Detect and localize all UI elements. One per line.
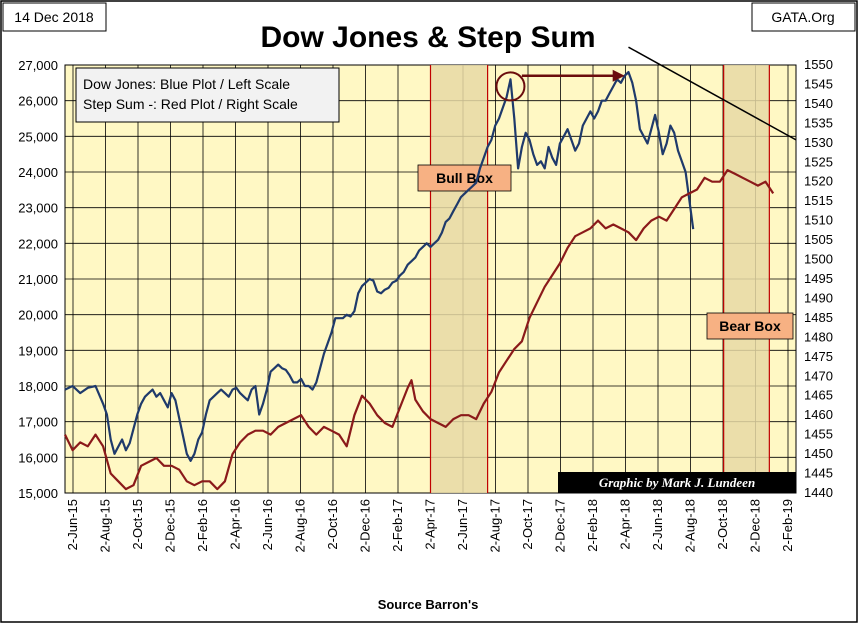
y-right-tick-label: 1495 — [804, 271, 833, 286]
y-left-tick-label: 26,000 — [18, 94, 58, 109]
box-label-bg — [706, 312, 794, 340]
y-right-tick-label: 1490 — [804, 290, 833, 305]
y-right-tick-label: 1530 — [804, 135, 833, 150]
x-tick-label: 2-Dec-17 — [553, 499, 568, 552]
x-tick-label: 2-Apr-18 — [618, 499, 633, 550]
y-right-tick-label: 1440 — [804, 485, 833, 500]
x-tick-label: 2-Aug-17 — [488, 499, 503, 552]
x-tick-label: 2-Aug-18 — [683, 499, 698, 552]
y-right-tick-label: 1455 — [804, 427, 833, 442]
x-tick-label: 2-Aug-15 — [98, 499, 113, 552]
y-right-tick-label: 1535 — [804, 115, 833, 130]
x-tick-label: 2-Feb-18 — [585, 499, 600, 552]
x-tick-label: 2-Dec-15 — [163, 499, 178, 552]
left-axis-ticks: 15,000 16,000 17,000 18,000 19,000 20,000 21,0… — [18, 58, 58, 501]
x-tick-label: 2-Oct-15 — [130, 499, 145, 550]
arrow-head — [612, 69, 625, 82]
series-line-step-sum — [64, 169, 775, 491]
y-right-tick-label: 1505 — [804, 232, 833, 247]
y-right-tick-label: 1540 — [804, 96, 833, 111]
x-tick-label: 2-Aug-16 — [293, 499, 308, 552]
box-label-bg — [417, 164, 512, 192]
y-right-tick-label: 1500 — [804, 252, 833, 267]
credit-text: Graphic by Mark J. Lundeen — [599, 475, 755, 490]
x-tick-label: 2-Apr-16 — [228, 499, 243, 550]
y-left-tick-label: 23,000 — [18, 201, 58, 216]
series-layer — [64, 71, 775, 491]
y-left-tick-label: 18,000 — [18, 379, 58, 394]
y-right-tick-label: 1510 — [804, 213, 833, 228]
series-line-dow-jones — [64, 71, 695, 462]
y-left-tick-label: 19,000 — [18, 343, 58, 358]
right-axis-ticks: 1440 1445 1450 1455 1460 1465 1470 1475 1480 1485… — [804, 57, 833, 500]
box-label: Bull Box — [436, 170, 493, 186]
chart-title: Dow Jones & Step Sum — [260, 21, 595, 54]
x-tick-label: 2-Feb-19 — [780, 499, 795, 552]
x-axis-label: Source Barron's — [378, 597, 479, 612]
legend-entry-stepsum: Step Sum -: Red Plot / Right Scale — [83, 96, 298, 112]
box-label: Bear Box — [719, 318, 781, 334]
y-right-tick-label: 1475 — [804, 349, 833, 364]
y-right-tick-label: 1525 — [804, 154, 833, 169]
highlight-box — [430, 65, 488, 493]
y-right-tick-label: 1550 — [804, 57, 833, 72]
site-box — [751, 2, 856, 32]
y-right-tick-label: 1485 — [804, 310, 833, 325]
y-left-tick-label: 15,000 — [18, 486, 58, 501]
x-tick-label: 2-Jun-17 — [455, 499, 470, 550]
x-axis-ticks: 2-Jun-15 2-Aug-15 2-Oct-15 2-Dec-15 2-Feb-16… — [65, 499, 795, 552]
y-left-tick-label: 24,000 — [18, 165, 58, 180]
y-left-tick-label: 21,000 — [18, 272, 58, 287]
legend-box — [75, 67, 340, 123]
trend-line — [628, 46, 797, 141]
y-left-tick-label: 16,000 — [18, 450, 58, 465]
y-left-tick-label: 22,000 — [18, 236, 58, 251]
y-left-tick-label: 17,000 — [18, 415, 58, 430]
y-right-tick-label: 1520 — [804, 174, 833, 189]
date-box — [2, 2, 107, 32]
y-right-tick-label: 1460 — [804, 407, 833, 422]
highlight-box — [723, 65, 770, 493]
x-tick-label: 2-Jun-18 — [650, 499, 665, 550]
x-tick-label: 2-Dec-18 — [748, 499, 763, 552]
x-tick-label: 2-Apr-17 — [423, 499, 438, 550]
annotations — [495, 46, 797, 141]
site-label: GATA.Org — [771, 9, 834, 25]
y-right-tick-label: 1545 — [804, 76, 833, 91]
x-tick-label: 2-Dec-16 — [358, 499, 373, 552]
y-right-tick-label: 1480 — [804, 329, 833, 344]
y-right-tick-label: 1450 — [804, 446, 833, 461]
y-right-tick-label: 1445 — [804, 466, 833, 481]
x-tick-label: 2-Oct-16 — [325, 499, 340, 550]
y-left-tick-label: 25,000 — [18, 129, 58, 144]
y-left-tick-label: 20,000 — [18, 308, 58, 323]
x-tick-label: 2-Feb-16 — [195, 499, 210, 552]
legend-entry-dow: Dow Jones: Blue Plot / Left Scale — [83, 76, 290, 92]
x-tick-label: 2-Jun-15 — [65, 499, 80, 550]
y-right-tick-label: 1470 — [804, 368, 833, 383]
x-tick-label: 2-Feb-17 — [390, 499, 405, 552]
date-label: 14 Dec 2018 — [14, 9, 94, 25]
credit-banner — [558, 472, 796, 493]
highlight-boxes: Bull Box Bear Box — [417, 65, 794, 493]
highlight-circle — [495, 71, 526, 102]
y-right-tick-label: 1515 — [804, 193, 833, 208]
x-tick-label: 2-Jun-16 — [260, 499, 275, 550]
x-tick-label: 2-Oct-18 — [715, 499, 730, 550]
y-right-tick-label: 1465 — [804, 388, 833, 403]
y-left-tick-label: 27,000 — [18, 58, 58, 73]
x-tick-label: 2-Oct-17 — [520, 499, 535, 550]
